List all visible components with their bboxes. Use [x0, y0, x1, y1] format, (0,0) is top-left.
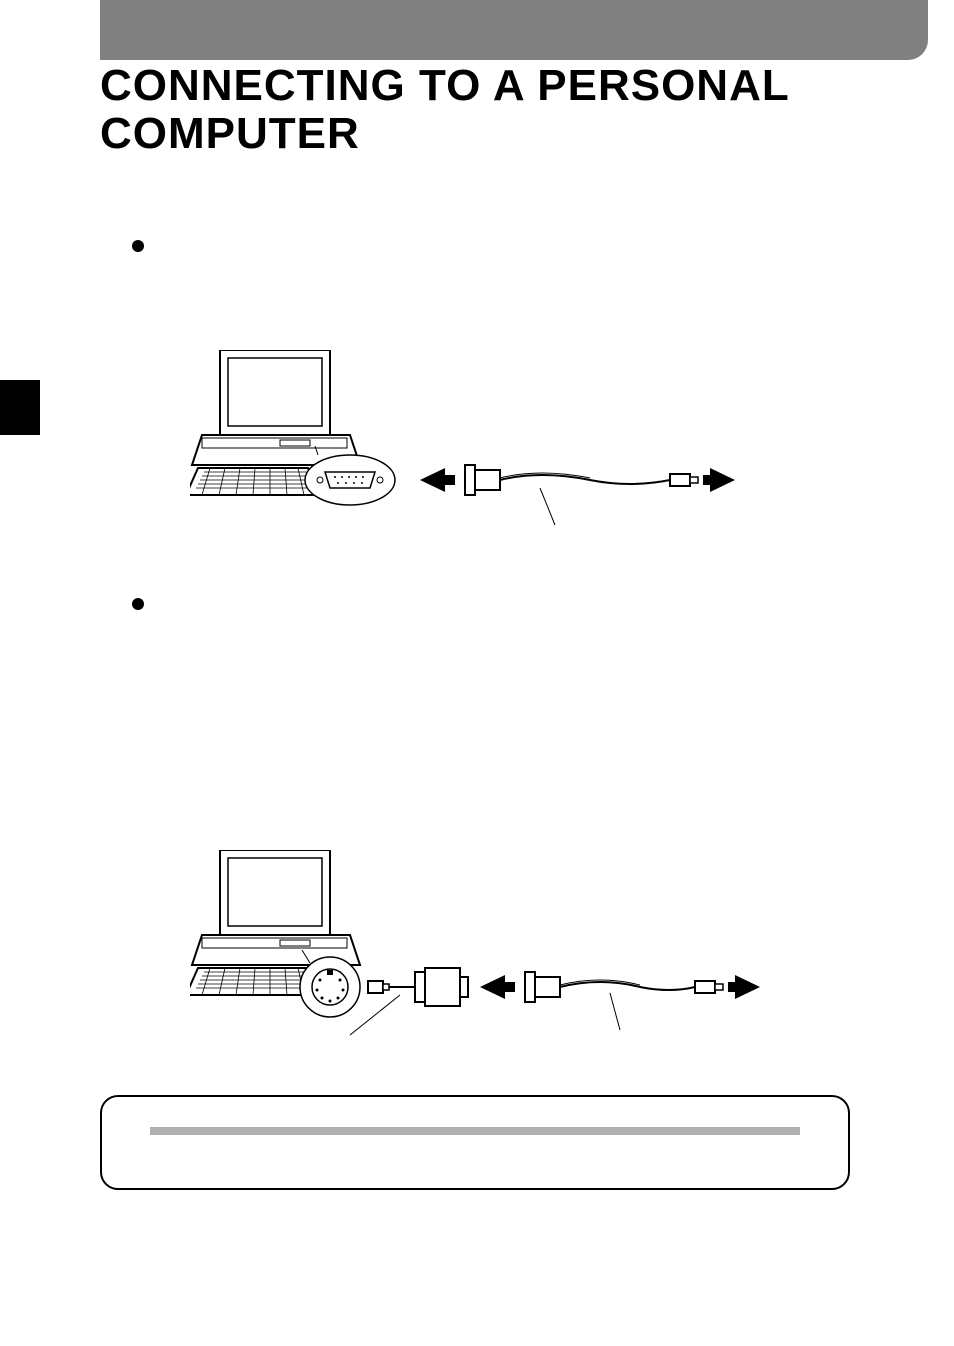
diagram-pc-serial	[190, 350, 750, 545]
bullet-icon	[132, 598, 144, 610]
note-box	[100, 1095, 850, 1190]
bullet-icon	[132, 240, 144, 252]
header-bar	[100, 0, 928, 60]
note-divider-line	[150, 1127, 800, 1135]
page-title: CONNECTING TO A PERSONAL COMPUTER	[100, 62, 954, 159]
side-tab	[0, 380, 40, 435]
diagram-pc-din	[190, 850, 770, 1055]
